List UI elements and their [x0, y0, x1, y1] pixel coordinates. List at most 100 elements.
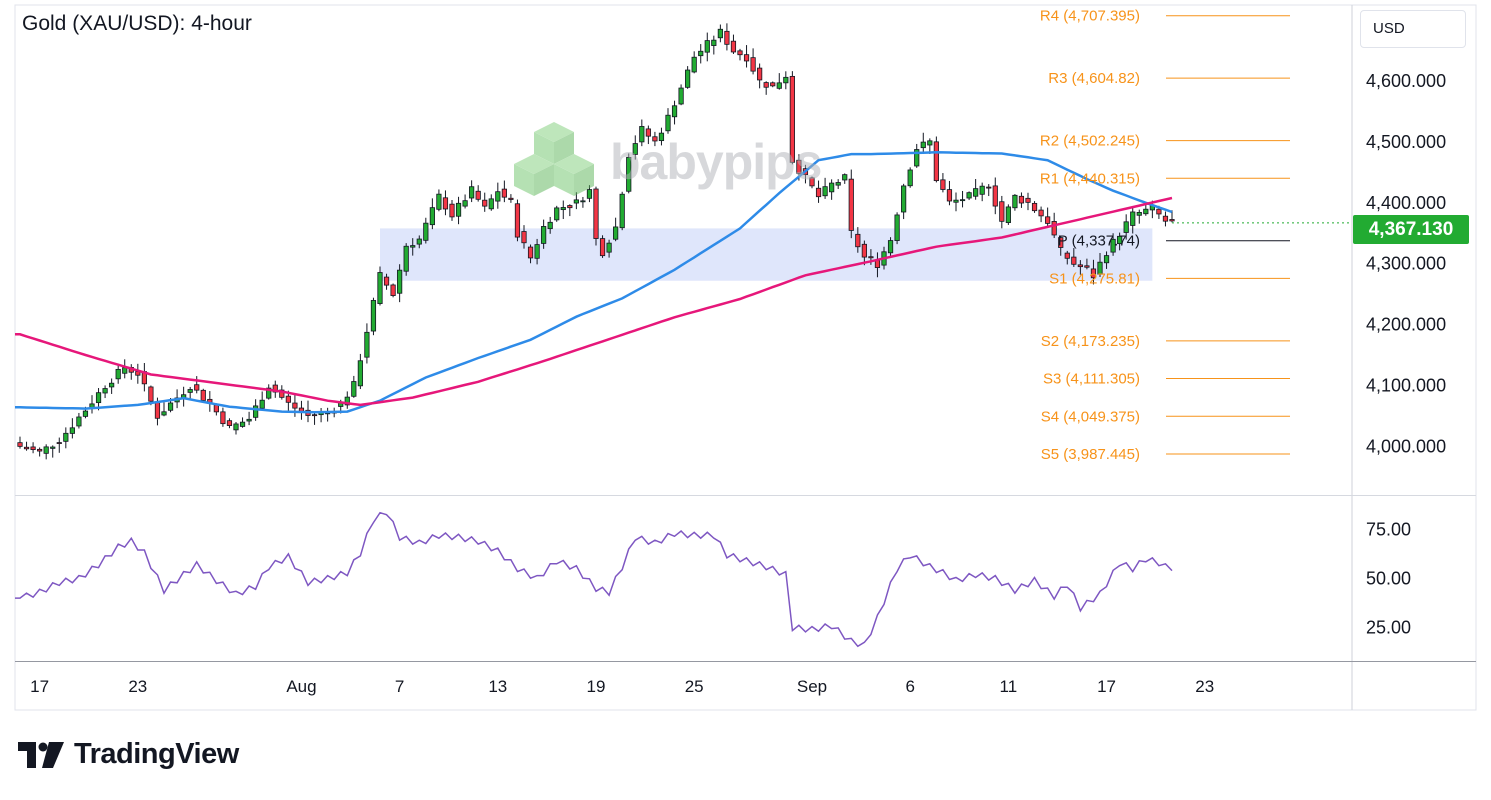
time-tick-label: Aug [286, 677, 316, 696]
candle-body [606, 242, 612, 253]
candle-body [1123, 221, 1129, 233]
candle-body [737, 50, 743, 56]
pivot-label: S1 (4,275.81) [1049, 270, 1140, 287]
candle [599, 235, 606, 258]
candle-body [1117, 235, 1123, 245]
candle-body [757, 67, 763, 81]
candle-body [1018, 195, 1025, 204]
candle-body [1130, 211, 1136, 226]
candle-body [455, 202, 462, 217]
candle [1005, 204, 1011, 225]
candle [69, 418, 75, 439]
candle-body [226, 420, 233, 426]
candle-body [200, 389, 206, 401]
candle [187, 386, 193, 400]
candle-body [122, 367, 128, 374]
candle [23, 441, 30, 451]
candle [1090, 259, 1097, 285]
candle-body [1025, 197, 1031, 203]
candle-body [973, 188, 979, 197]
pivot-label: S3 (4,111.305) [1043, 371, 1140, 388]
candle-body [966, 192, 972, 199]
candle-body [351, 381, 357, 397]
candle [815, 180, 822, 203]
candle-body [449, 203, 455, 218]
candle-body [698, 50, 704, 57]
candle [89, 395, 95, 414]
candle-body [986, 186, 992, 189]
candle-body [665, 114, 671, 132]
candle-body [187, 389, 193, 393]
candle [711, 35, 717, 55]
price-tick-label: 4,600.000 [1366, 71, 1446, 91]
candle [383, 273, 390, 290]
candle [887, 237, 894, 257]
candle [43, 444, 49, 460]
pivot-label: R3 (4,604.82) [1048, 70, 1140, 87]
candle-body [724, 30, 730, 45]
candle-body [76, 416, 82, 427]
candle-body [397, 269, 403, 294]
candle [645, 125, 651, 145]
candle-body [23, 446, 30, 450]
candle [613, 217, 619, 242]
candle [1097, 253, 1103, 277]
candle-body [390, 284, 396, 296]
candle-body [495, 191, 501, 202]
candle [665, 108, 671, 134]
sma-slow-line [15, 196, 1173, 407]
candle-body [645, 128, 651, 137]
time-tick-label: 19 [587, 677, 606, 696]
candle [848, 169, 854, 239]
candle-body [822, 186, 828, 197]
chart-frame [14, 4, 1477, 711]
candle-body [940, 179, 946, 190]
candle [750, 48, 756, 75]
candle [953, 192, 959, 212]
candle-body [1058, 237, 1064, 248]
candle-body [259, 399, 265, 409]
candle-body [527, 246, 534, 259]
pivot-label: R1 (4,440.315) [1040, 170, 1140, 187]
candle [678, 84, 684, 106]
candle-body [220, 411, 226, 425]
candle-body [344, 396, 350, 406]
candle-body [416, 238, 422, 245]
candle [233, 421, 239, 435]
candle-body [1110, 238, 1116, 253]
candle [364, 323, 370, 364]
pivot-label: S5 (3,987.445) [1041, 446, 1140, 463]
candle [842, 173, 848, 184]
tradingview-logo-icon [18, 741, 64, 768]
candle-body [999, 201, 1005, 222]
candle-body [377, 272, 383, 304]
candle [469, 180, 475, 203]
tradingview-logo[interactable]: TradingView [18, 738, 239, 771]
candle [914, 143, 920, 168]
candle-body [868, 256, 874, 259]
candle [239, 417, 246, 428]
candle-body [547, 221, 553, 230]
candle [397, 264, 403, 303]
candle [783, 71, 789, 90]
candle-body [109, 382, 115, 388]
candle [351, 375, 357, 398]
pivot-label: R4 (4,707.395) [1040, 8, 1140, 25]
currency-button[interactable]: USD [1360, 10, 1466, 48]
candle-body [671, 105, 678, 118]
candle-body [292, 402, 298, 409]
candle-body [933, 141, 939, 182]
candle-body [1103, 255, 1110, 264]
candle-body [573, 199, 579, 204]
cube-logo-icon [514, 122, 594, 196]
candle [763, 81, 769, 95]
candle [357, 353, 363, 390]
candle-body [711, 39, 717, 46]
candle-body [233, 423, 239, 431]
candle [266, 384, 272, 400]
price-tick-label: 4,000.000 [1366, 436, 1446, 456]
candle [1058, 235, 1064, 256]
candle-body [848, 178, 854, 231]
candle-body [279, 389, 285, 398]
candle [1103, 251, 1110, 269]
